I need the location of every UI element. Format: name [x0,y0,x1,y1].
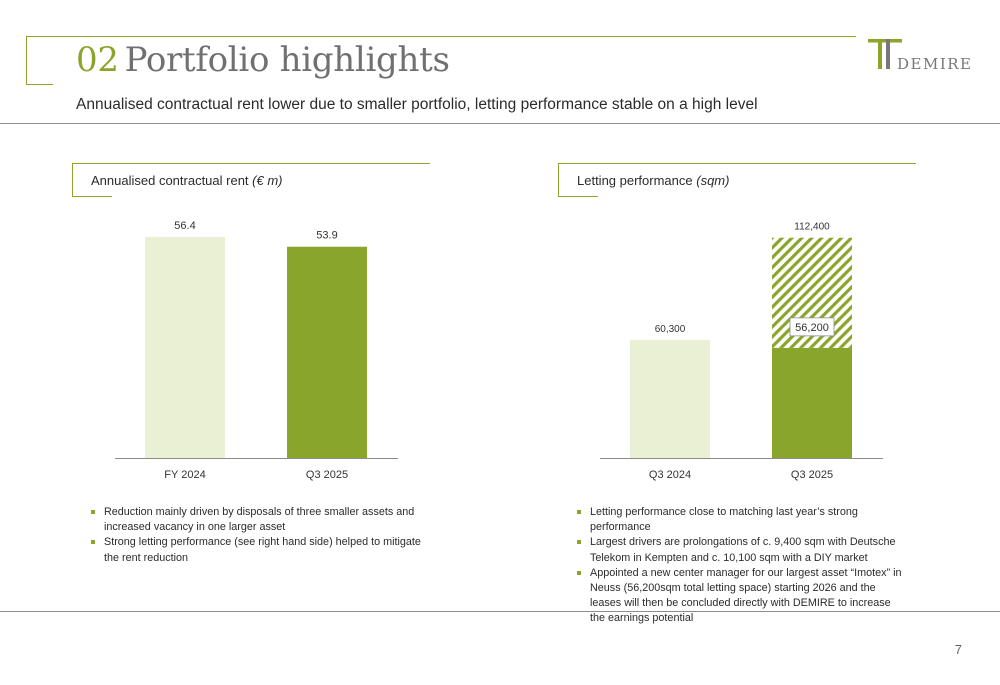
title-frame-line [26,36,27,84]
x-tick-label: Q3 2025 [791,469,833,481]
demire-logo [868,39,902,69]
footer-divider [0,611,1000,612]
x-tick-label: FY 2024 [164,469,205,481]
header-divider [0,123,1000,124]
section-frame-line [72,196,112,197]
logo-text: DEMIRE [897,55,973,73]
bar [772,347,852,458]
bullet-marker [91,540,95,545]
left-panel-title-text: Annualised contractual rent [91,173,249,188]
bullet-text: Appointed a new center manager for our l… [590,566,902,625]
page-number: 7 [954,642,962,657]
section-frame-line [558,163,916,164]
bullet-item: Largest drivers are prolongations of c. … [577,535,907,565]
section-frame-line [72,163,73,196]
bar-total-label: 112,400 [794,222,830,233]
bullet-marker [577,540,581,545]
bullet-item: Strong letting performance (see right ha… [91,535,421,565]
bullet-marker [577,570,581,575]
left-panel-title: Annualised contractual rent (€ m) [91,173,283,188]
section-frame-line [558,163,559,196]
bullet-text: Reduction mainly driven by disposals of … [104,506,415,534]
x-tick-label: Q3 2025 [306,469,348,481]
section-number: 02 [76,40,119,80]
x-tick-label: Q3 2024 [649,469,691,481]
title-frame-line [26,36,856,37]
bullet-text: Largest drivers are prolongations of c. … [590,536,896,564]
bar-value-label: 56.4 [174,220,195,232]
bar-total-label: 60,300 [655,324,686,335]
bar-value-label: 53.9 [316,230,337,242]
bullet-item: Letting performance close to matching la… [577,505,907,535]
bullet-marker [91,510,95,514]
bullet-text: Letting performance close to matching la… [590,506,858,534]
right-bullet-list: Letting performance close to matching la… [577,505,907,627]
page-title-text: Portfolio highlights [124,40,450,80]
bar [287,246,367,458]
page-title: 02 Portfolio highlights [76,40,450,80]
letting-bar-chart: 60,300 Q3 2024 56,200 112,400 Q3 2025 [600,222,883,481]
rent-bar-chart: 56.4 FY 2024 53.9 Q3 2025 [115,220,398,481]
segment-label-box [789,317,835,337]
page-subtitle: Annualised contractual rent lower due to… [76,96,758,113]
bullet-marker [577,510,581,514]
bullet-item: Reduction mainly driven by disposals of … [91,505,421,535]
bar [145,236,225,458]
section-frame-line [558,196,598,197]
bullet-item: Appointed a new center manager for our l… [577,566,907,627]
right-panel-title: Letting performance (sqm) [577,173,729,188]
section-frame-line [72,163,430,164]
bullet-text: Strong letting performance (see right ha… [104,536,421,564]
bar [630,339,710,458]
right-panel-title-text: Letting performance [577,173,693,188]
left-bullet-list: Reduction mainly driven by disposals of … [91,505,421,566]
segment-value-label: 56,200 [795,322,829,334]
left-panel-unit: (€ m) [252,173,283,188]
right-panel-unit: (sqm) [696,173,730,188]
title-frame-line [26,84,53,85]
